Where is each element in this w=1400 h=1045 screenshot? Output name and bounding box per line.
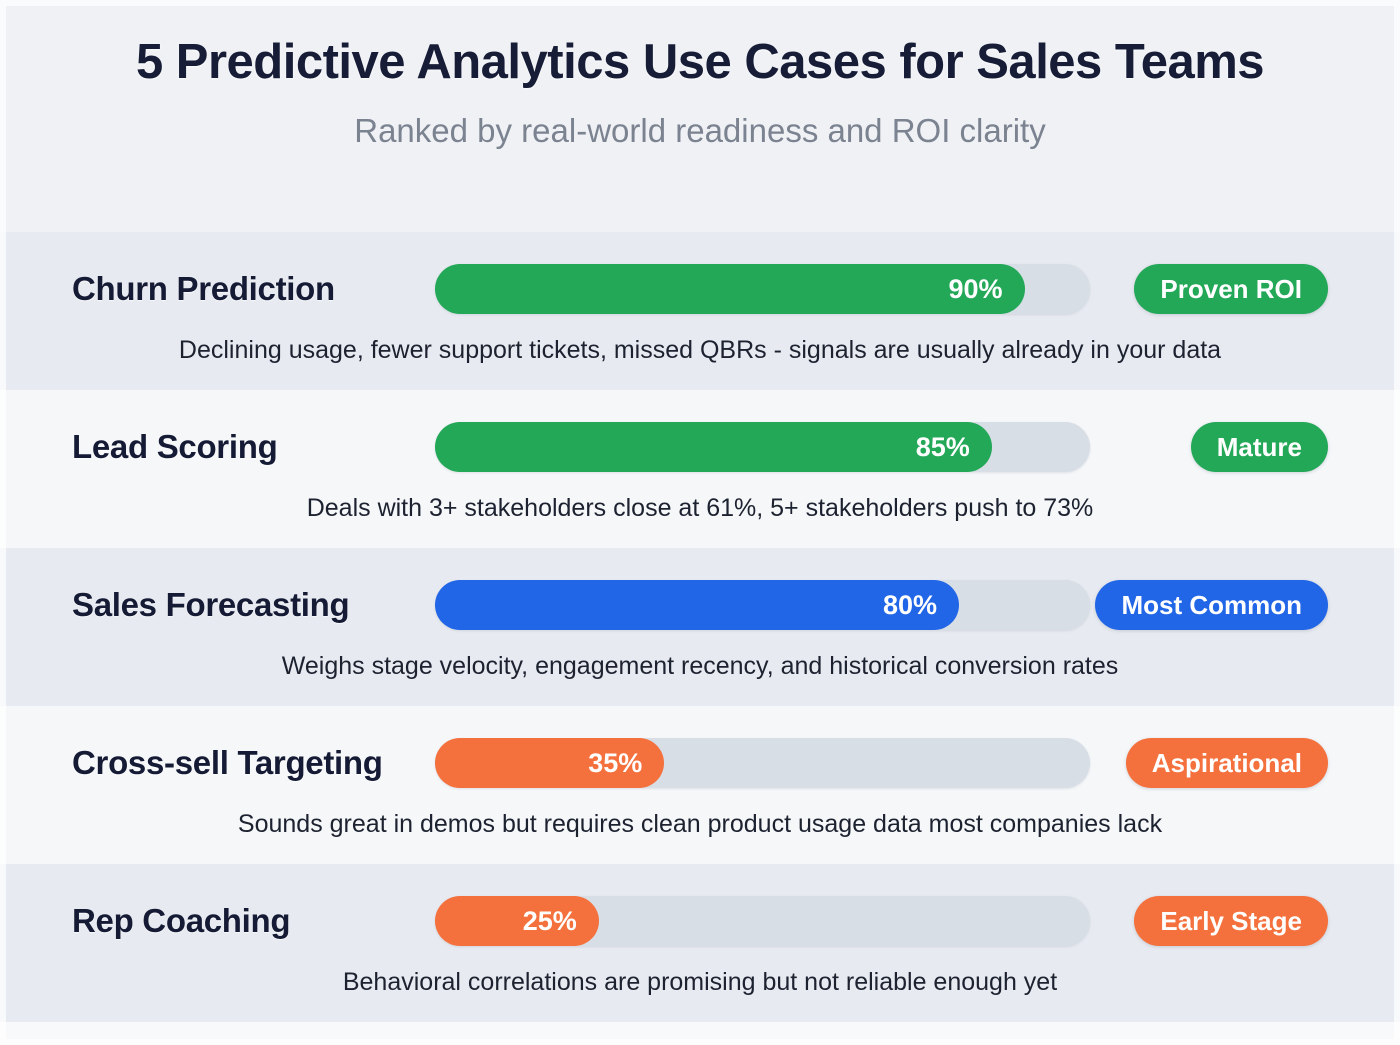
- progress-value: 25%: [522, 905, 577, 936]
- use-case-description: Declining usage, fewer support tickets, …: [178, 336, 1222, 364]
- page-subtitle: Ranked by real-world readiness and ROI c…: [354, 112, 1046, 149]
- use-case-label: Cross-sell Targeting: [72, 744, 383, 781]
- progress-bar-track: 25%: [435, 896, 1090, 946]
- progress-bar-fill: 90%: [435, 264, 1025, 314]
- progress-value: 90%: [948, 273, 1003, 304]
- use-case-label: Sales Forecasting: [72, 586, 350, 623]
- header: 5 Predictive Analytics Use Cases for Sal…: [0, 0, 1400, 150]
- progress-bar-track: 90%: [435, 264, 1090, 314]
- progress-bar-track: 85%: [435, 422, 1090, 472]
- progress-bar-fill: 85%: [435, 422, 992, 472]
- use-case-label: Rep Coaching: [72, 902, 291, 939]
- status-badge: Early Stage: [1134, 896, 1328, 946]
- page-title: 5 Predictive Analytics Use Cases for Sal…: [135, 35, 1265, 89]
- progress-value: 80%: [882, 589, 937, 620]
- use-case-description: Weighs stage velocity, engagement recenc…: [281, 652, 1119, 680]
- use-case-label: Lead Scoring: [72, 428, 278, 465]
- row-lead-scoring: Lead Scoring 85% Mature Deals with 3+ st…: [0, 390, 1400, 548]
- status-badge: Proven ROI: [1134, 264, 1328, 314]
- progress-value: 35%: [588, 747, 643, 778]
- use-case-list: Churn Prediction 90% Proven ROI Declinin…: [0, 232, 1400, 1022]
- status-badge: Most Common: [1095, 580, 1328, 630]
- progress-value: 85%: [915, 431, 970, 462]
- use-case-description: Deals with 3+ stakeholders close at 61%,…: [306, 494, 1094, 522]
- progress-bar-track: 80%: [435, 580, 1090, 630]
- use-case-description: Sounds great in demos but requires clean…: [237, 810, 1163, 838]
- progress-bar-track: 35%: [435, 738, 1090, 788]
- row-sales-forecasting: Sales Forecasting 80% Most Common Weighs…: [0, 548, 1400, 706]
- row-cross-sell-targeting: Cross-sell Targeting 35% Aspirational So…: [0, 706, 1400, 864]
- status-badge: Mature: [1190, 422, 1328, 472]
- status-badge: Aspirational: [1125, 738, 1328, 788]
- footer-strip: [0, 1022, 1400, 1045]
- progress-bar-fill: 35%: [435, 738, 665, 788]
- use-case-label: Churn Prediction: [72, 270, 335, 307]
- use-case-description: Behavioral correlations are promising bu…: [342, 968, 1058, 996]
- row-rep-coaching: Rep Coaching 25% Early Stage Behavioral …: [0, 864, 1400, 1022]
- progress-bar-fill: 25%: [435, 896, 599, 946]
- row-churn-prediction: Churn Prediction 90% Proven ROI Declinin…: [0, 232, 1400, 390]
- progress-bar-fill: 80%: [435, 580, 959, 630]
